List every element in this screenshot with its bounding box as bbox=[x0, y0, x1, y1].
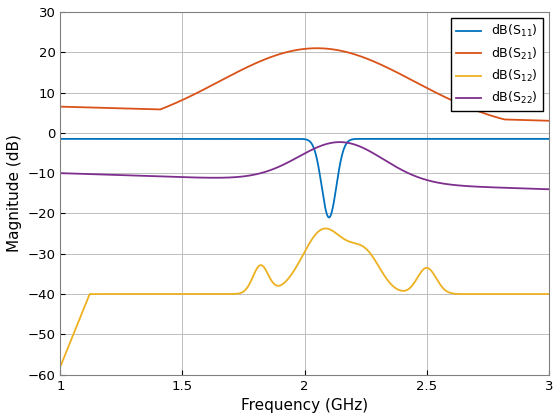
Line: dB(S$_{11}$): dB(S$_{11}$) bbox=[60, 139, 549, 218]
dB(S$_{12}$) bbox=[265, 273, 272, 278]
dB(S$_{22}$) bbox=[244, 173, 251, 178]
dB(S$_{22}$) bbox=[113, 173, 119, 178]
dB(S$_{11}$) bbox=[244, 136, 251, 142]
dB(S$_{21}$) bbox=[545, 118, 552, 123]
Line: dB(S$_{22}$): dB(S$_{22}$) bbox=[60, 142, 549, 189]
dB(S$_{12}$) bbox=[57, 364, 64, 369]
dB(S$_{21}$) bbox=[265, 55, 272, 60]
Y-axis label: Magnitude (dB): Magnitude (dB) bbox=[7, 134, 22, 252]
dB(S$_{11}$) bbox=[325, 215, 332, 220]
dB(S$_{11}$) bbox=[57, 136, 64, 142]
dB(S$_{22}$) bbox=[337, 139, 343, 144]
dB(S$_{11}$) bbox=[113, 136, 119, 142]
dB(S$_{12}$) bbox=[244, 284, 251, 289]
dB(S$_{21}$) bbox=[244, 64, 251, 69]
dB(S$_{22}$) bbox=[545, 187, 552, 192]
dB(S$_{22}$) bbox=[142, 173, 148, 178]
dB(S$_{21}$) bbox=[142, 107, 148, 112]
dB(S$_{12}$) bbox=[483, 291, 490, 297]
dB(S$_{22}$) bbox=[536, 186, 543, 192]
dB(S$_{21}$) bbox=[314, 46, 320, 51]
dB(S$_{11}$) bbox=[265, 136, 272, 142]
dB(S$_{11}$) bbox=[142, 136, 148, 142]
dB(S$_{22}$) bbox=[265, 168, 272, 173]
dB(S$_{22}$) bbox=[483, 184, 490, 189]
dB(S$_{12}$) bbox=[536, 291, 543, 297]
dB(S$_{11}$) bbox=[536, 136, 543, 142]
dB(S$_{22}$) bbox=[57, 171, 64, 176]
dB(S$_{21}$) bbox=[57, 104, 64, 109]
dB(S$_{12}$) bbox=[142, 291, 148, 297]
dB(S$_{21}$) bbox=[483, 112, 490, 117]
dB(S$_{11}$) bbox=[545, 136, 552, 142]
Line: dB(S$_{21}$): dB(S$_{21}$) bbox=[60, 48, 549, 121]
X-axis label: Frequency (GHz): Frequency (GHz) bbox=[241, 398, 368, 413]
dB(S$_{12}$) bbox=[545, 291, 552, 297]
dB(S$_{11}$) bbox=[483, 136, 490, 142]
dB(S$_{12}$) bbox=[113, 291, 119, 297]
dB(S$_{21}$) bbox=[536, 118, 543, 123]
Legend: dB(S$_{11}$), dB(S$_{21}$), dB(S$_{12}$), dB(S$_{22}$): dB(S$_{11}$), dB(S$_{21}$), dB(S$_{12}$)… bbox=[451, 18, 543, 111]
Line: dB(S$_{12}$): dB(S$_{12}$) bbox=[60, 228, 549, 367]
dB(S$_{21}$) bbox=[113, 106, 119, 111]
dB(S$_{12}$) bbox=[322, 226, 329, 231]
